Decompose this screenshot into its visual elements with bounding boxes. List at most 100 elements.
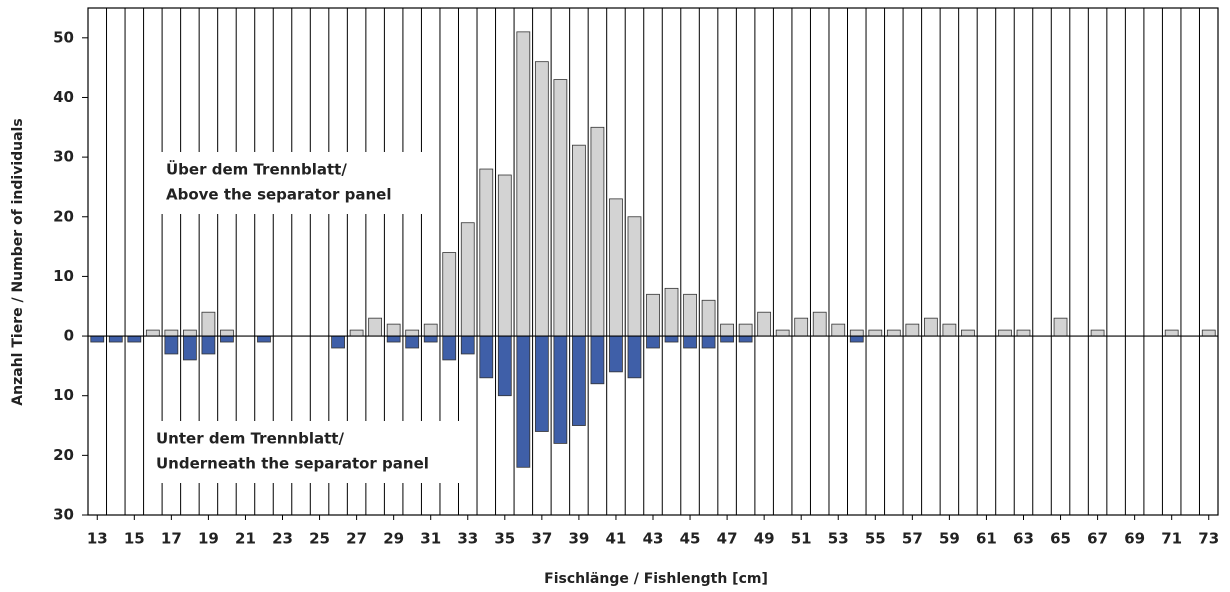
- bar: [516, 31, 531, 337]
- x-tick-label: 13: [87, 530, 108, 548]
- bar: [868, 329, 883, 337]
- bar: [831, 323, 846, 337]
- bar: [183, 329, 197, 337]
- x-tick-label: 61: [976, 530, 997, 548]
- x-tick-label: 71: [1161, 530, 1182, 548]
- x-tick-label: 37: [531, 530, 552, 548]
- bar: [164, 335, 179, 355]
- bar: [849, 329, 864, 337]
- bar: [423, 323, 438, 337]
- bar: [942, 323, 957, 337]
- y-tick-label: 50: [53, 28, 74, 46]
- x-tick-label: 73: [1198, 530, 1219, 548]
- y-axis-title: Anzahl Tiere / Number of individuals: [10, 118, 26, 405]
- bar: [1090, 329, 1105, 337]
- bar: [553, 79, 568, 337]
- bar: [90, 335, 105, 343]
- x-tick-label: 57: [902, 530, 923, 548]
- bar: [534, 335, 549, 432]
- x-tick-label: 63: [1013, 530, 1034, 548]
- bar: [701, 335, 716, 349]
- bar: [423, 335, 438, 343]
- bar: [1016, 329, 1031, 337]
- bar: [590, 126, 605, 337]
- x-tick-label: 27: [346, 530, 367, 548]
- y-tick-label: 20: [53, 446, 74, 464]
- bar: [534, 61, 549, 337]
- bar: [201, 335, 216, 355]
- y-tick-label: 0: [64, 327, 74, 345]
- bar: [590, 335, 605, 385]
- bar: [664, 287, 679, 337]
- x-tick-label: 33: [457, 530, 478, 548]
- bar: [961, 329, 975, 337]
- bar: [646, 335, 660, 349]
- bar: [794, 317, 809, 337]
- x-tick-label: 55: [865, 530, 886, 548]
- bar: [757, 311, 772, 337]
- y-tick-label: 30: [53, 148, 74, 166]
- x-tick-label: 69: [1124, 530, 1145, 548]
- bar: [405, 335, 420, 349]
- bar: [627, 216, 642, 337]
- bar: [720, 323, 734, 337]
- annotation-text: Above the separator panel: [166, 186, 392, 204]
- x-tick-label: 19: [198, 530, 219, 548]
- bar: [998, 329, 1012, 337]
- bar: [368, 317, 383, 337]
- annotation-box: [150, 421, 462, 483]
- bar: [479, 168, 494, 337]
- y-tick-label: 30: [53, 506, 74, 524]
- x-axis-title: Fischlänge / Fishlength [cm]: [544, 571, 768, 587]
- bar: [257, 335, 271, 343]
- x-tick-label: 35: [494, 530, 515, 548]
- x-tick-label: 39: [568, 530, 589, 548]
- x-tick-label: 43: [643, 530, 664, 548]
- bar: [108, 335, 123, 343]
- bar: [386, 323, 401, 337]
- bar: [145, 329, 160, 337]
- x-tick-label: 49: [754, 530, 775, 548]
- plot-frame: [87, 7, 1219, 516]
- bar: [405, 329, 420, 337]
- x-tick-label: 67: [1087, 530, 1108, 548]
- x-tick-label: 15: [124, 530, 145, 548]
- x-tick-label: 41: [606, 530, 627, 548]
- y-tick-label: 10: [53, 267, 74, 285]
- y-tick-label: 10: [53, 386, 74, 404]
- bar: [923, 317, 938, 337]
- y-tick-label: 20: [53, 207, 74, 225]
- bar: [201, 311, 216, 337]
- bar: [220, 329, 234, 337]
- bar: [442, 252, 457, 337]
- bar: [553, 335, 568, 444]
- bar: [886, 329, 901, 337]
- bar: [849, 335, 864, 343]
- bar: [609, 198, 623, 337]
- annotation-box: [160, 152, 422, 214]
- x-tick-label: 65: [1050, 530, 1071, 548]
- x-tick-label: 53: [828, 530, 849, 548]
- bar: [738, 335, 753, 343]
- bar: [627, 335, 642, 379]
- annotation-text: Über dem Trennblatt/: [166, 160, 347, 179]
- x-tick-label: 31: [420, 530, 441, 548]
- bar: [905, 323, 920, 337]
- x-tick-label: 51: [791, 530, 812, 548]
- bar: [183, 335, 197, 361]
- x-tick-label: 45: [680, 530, 701, 548]
- annotation-text: Unter dem Trennblatt/: [156, 430, 344, 448]
- x-tick-label: 17: [161, 530, 182, 548]
- bar: [1201, 329, 1216, 337]
- bar: [646, 293, 660, 337]
- bar: [683, 293, 697, 337]
- x-tick-label: 59: [939, 530, 960, 548]
- bar: [164, 329, 179, 337]
- bar: [349, 329, 364, 337]
- bar: [386, 335, 401, 343]
- bar: [460, 222, 475, 337]
- bar: [127, 335, 142, 343]
- bar: [701, 299, 716, 337]
